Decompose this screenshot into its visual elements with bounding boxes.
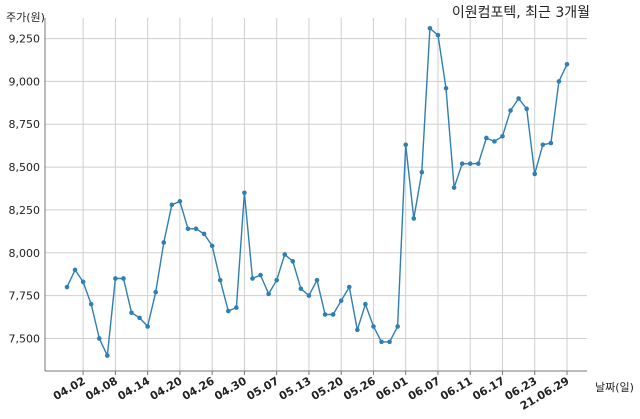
data-point bbox=[395, 324, 400, 329]
price-series bbox=[64, 25, 570, 358]
data-point bbox=[314, 277, 320, 283]
x-tick-label: 05.13 bbox=[277, 374, 314, 403]
x-tick-label: 04.20 bbox=[148, 374, 185, 403]
x-tick-label: 05.07 bbox=[245, 374, 282, 403]
data-point bbox=[532, 171, 538, 177]
data-point bbox=[274, 277, 279, 283]
x-tick-label: 04.02 bbox=[51, 374, 88, 403]
grid bbox=[45, 18, 587, 375]
data-point bbox=[467, 161, 473, 166]
data-point bbox=[548, 140, 554, 146]
data-point bbox=[185, 226, 191, 232]
data-point bbox=[475, 161, 481, 166]
data-point bbox=[403, 142, 409, 148]
data-point bbox=[137, 315, 142, 321]
data-point bbox=[516, 96, 521, 101]
data-point bbox=[371, 324, 376, 329]
data-point bbox=[290, 259, 296, 264]
data-point bbox=[177, 199, 183, 204]
x-tick-label: 06.07 bbox=[406, 374, 443, 403]
data-point bbox=[282, 252, 288, 257]
y-axis-label: 주가(원) bbox=[6, 11, 45, 24]
x-tick-label: 04.08 bbox=[83, 374, 120, 403]
data-point bbox=[556, 79, 562, 84]
data-point bbox=[387, 339, 392, 345]
x-tick-label: 04.26 bbox=[180, 374, 217, 403]
x-tick-label: 06.01 bbox=[374, 374, 411, 403]
data-point bbox=[524, 106, 529, 112]
data-point bbox=[435, 32, 441, 38]
y-tick-label: 9,250 bbox=[9, 33, 41, 46]
data-point bbox=[145, 324, 150, 329]
data-point bbox=[225, 308, 231, 314]
data-point bbox=[242, 190, 247, 196]
data-point bbox=[451, 185, 457, 190]
data-point bbox=[346, 284, 352, 290]
data-point bbox=[250, 276, 255, 281]
y-tick-label: 8,000 bbox=[9, 247, 41, 260]
data-point bbox=[169, 202, 175, 208]
data-point bbox=[322, 312, 328, 317]
data-point bbox=[234, 305, 239, 310]
y-tick-label: 8,750 bbox=[9, 118, 41, 131]
data-point bbox=[96, 336, 102, 341]
x-tick-label: 05.20 bbox=[309, 374, 346, 403]
data-point bbox=[64, 284, 70, 290]
x-tick-label: 06.17 bbox=[470, 374, 507, 403]
data-point bbox=[129, 310, 134, 316]
data-point bbox=[459, 161, 465, 166]
data-point bbox=[338, 298, 344, 304]
x-tick-label: 05.26 bbox=[341, 374, 378, 403]
data-point bbox=[201, 231, 207, 237]
y-tick-label: 8,500 bbox=[9, 161, 41, 174]
data-point bbox=[153, 289, 159, 295]
y-tick-label: 7,750 bbox=[9, 290, 41, 303]
data-point bbox=[379, 339, 384, 345]
x-tick-label: 06.11 bbox=[438, 374, 475, 403]
data-point bbox=[540, 142, 546, 148]
data-point bbox=[500, 133, 505, 139]
price-line bbox=[66, 27, 568, 357]
y-tick-label: 9,000 bbox=[9, 75, 41, 88]
axes bbox=[44, 18, 587, 372]
data-point bbox=[80, 279, 86, 285]
data-point bbox=[193, 226, 199, 232]
data-point bbox=[484, 135, 489, 141]
data-point bbox=[419, 169, 425, 175]
data-point bbox=[266, 291, 271, 297]
data-point bbox=[306, 293, 312, 298]
chart-title: 이원컴포텍, 최근 3개월 bbox=[452, 5, 590, 21]
data-point bbox=[72, 267, 78, 273]
data-point bbox=[121, 276, 126, 281]
data-point bbox=[161, 240, 167, 245]
y-tick-labels: 7,500 7,750 8,000 8,250 8,500 8,750 9,000 9,250 bbox=[9, 33, 41, 346]
x-tick-labels: 04.0204.0804.1404.2004.2604.3005.0705.13… bbox=[51, 374, 572, 413]
data-point bbox=[427, 25, 433, 31]
data-point bbox=[217, 277, 223, 283]
data-point bbox=[411, 216, 417, 221]
data-point bbox=[105, 353, 110, 358]
x-axis-label: 날짜(일) bbox=[595, 380, 634, 394]
data-point bbox=[492, 139, 497, 144]
data-point bbox=[113, 276, 118, 281]
data-point bbox=[258, 272, 263, 278]
x-tick-label: 04.14 bbox=[116, 374, 153, 403]
data-point bbox=[508, 108, 513, 113]
data-point bbox=[355, 327, 360, 333]
y-tick-label: 7,500 bbox=[9, 332, 41, 345]
data-point bbox=[443, 85, 449, 91]
data-point bbox=[88, 301, 94, 307]
data-point bbox=[564, 61, 570, 67]
data-point bbox=[363, 301, 368, 307]
data-point bbox=[298, 286, 304, 292]
data-point bbox=[330, 312, 336, 317]
y-tick-label: 8,250 bbox=[9, 204, 41, 217]
data-point bbox=[209, 243, 215, 249]
x-tick-label: 04.30 bbox=[212, 374, 249, 403]
